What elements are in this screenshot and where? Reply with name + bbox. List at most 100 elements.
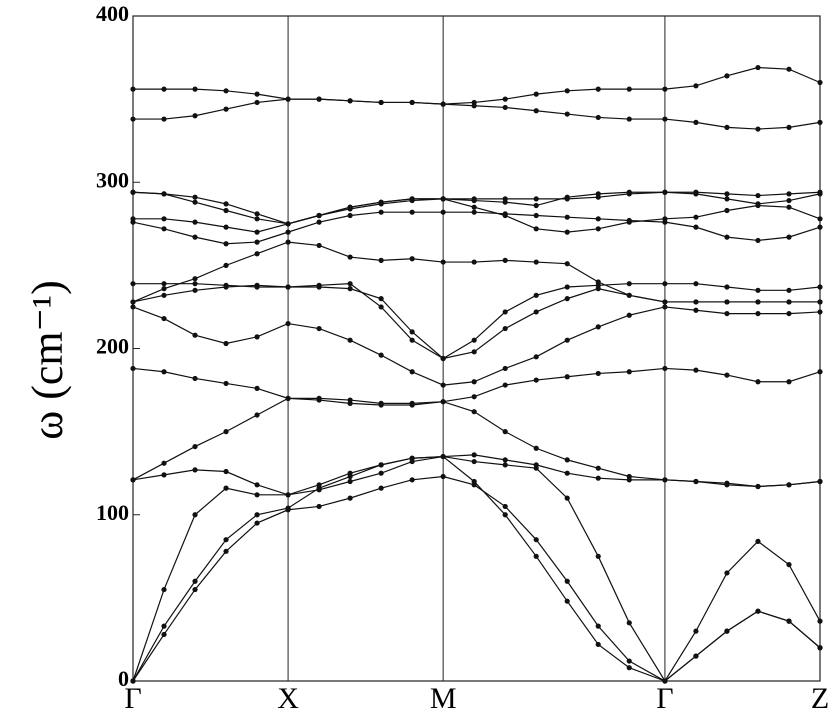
data-point xyxy=(693,628,699,634)
data-point xyxy=(533,309,539,315)
data-point xyxy=(347,212,353,219)
data-point xyxy=(409,256,415,262)
data-point xyxy=(502,257,508,263)
data-point xyxy=(786,124,792,130)
data-point xyxy=(409,400,415,406)
data-point xyxy=(662,281,668,287)
data-point xyxy=(130,116,136,122)
y-tick-label: 100 xyxy=(96,500,129,525)
data-point xyxy=(662,216,668,222)
data-point xyxy=(223,429,229,435)
data-point xyxy=(471,204,477,210)
data-point xyxy=(254,91,260,97)
data-point xyxy=(817,216,823,222)
x-tick-label: Γ xyxy=(124,682,141,715)
data-point xyxy=(130,365,136,372)
data-point xyxy=(440,209,446,215)
data-point xyxy=(192,467,198,473)
dispersion-branch xyxy=(133,198,821,233)
data-point xyxy=(223,537,229,543)
data-point xyxy=(786,299,792,305)
data-point xyxy=(564,88,570,94)
data-point xyxy=(223,485,229,491)
data-point xyxy=(502,104,508,111)
data-point xyxy=(693,281,699,287)
data-point xyxy=(662,189,668,195)
data-point xyxy=(533,202,539,209)
data-point xyxy=(755,201,761,207)
data-point xyxy=(254,239,260,245)
data-point xyxy=(724,234,730,240)
data-point xyxy=(285,96,291,102)
data-point xyxy=(502,382,508,388)
dispersion-branch xyxy=(132,475,821,682)
data-point xyxy=(254,211,260,217)
y-axis-label: ω (cm⁻¹) xyxy=(23,280,72,439)
data-point xyxy=(378,352,384,358)
data-point xyxy=(626,292,632,298)
data-point xyxy=(409,369,415,375)
data-point xyxy=(817,189,823,195)
data-point xyxy=(285,505,291,511)
data-point xyxy=(662,678,668,684)
data-point xyxy=(595,465,601,471)
data-point xyxy=(471,379,477,385)
data-point xyxy=(440,473,446,480)
data-point xyxy=(595,114,601,121)
data-point xyxy=(223,207,229,214)
data-point xyxy=(223,241,229,247)
data-point xyxy=(755,538,761,544)
data-point xyxy=(192,194,198,200)
data-point xyxy=(440,453,446,460)
data-point xyxy=(755,608,761,614)
data-point xyxy=(786,234,792,240)
data-point xyxy=(192,234,198,240)
data-point xyxy=(192,219,198,225)
data-point xyxy=(533,354,539,360)
data-point xyxy=(626,116,632,122)
data-point xyxy=(755,237,761,244)
data-point xyxy=(471,452,477,458)
data-point xyxy=(533,91,539,97)
data-point xyxy=(440,196,446,202)
data-point xyxy=(817,645,823,651)
data-point xyxy=(285,492,291,498)
data-point xyxy=(409,209,415,215)
data-point xyxy=(595,553,601,559)
data-point xyxy=(662,299,668,305)
data-point xyxy=(786,191,792,197)
data-point xyxy=(223,224,229,230)
data-point xyxy=(347,397,353,403)
data-point xyxy=(502,309,508,315)
data-point xyxy=(755,126,761,132)
data-point xyxy=(755,192,761,199)
dispersion-branch xyxy=(132,367,821,404)
data-point xyxy=(724,191,730,197)
data-point xyxy=(502,429,508,435)
data-point xyxy=(755,379,761,385)
data-point xyxy=(130,477,136,483)
data-point xyxy=(161,226,167,232)
data-point xyxy=(192,512,198,518)
data-point xyxy=(254,385,260,391)
data-point xyxy=(192,578,198,584)
data-point xyxy=(595,324,601,330)
data-point xyxy=(409,99,415,106)
data-point xyxy=(564,284,570,290)
data-point xyxy=(192,287,198,293)
data-point xyxy=(161,623,167,629)
data-point xyxy=(130,189,136,195)
data-point xyxy=(347,286,353,292)
data-point xyxy=(533,462,539,468)
data-point xyxy=(502,212,508,219)
data-point xyxy=(693,307,699,313)
data-point xyxy=(564,111,570,117)
data-point xyxy=(626,189,632,195)
data-point xyxy=(161,292,167,298)
data-point xyxy=(564,337,570,343)
data-point xyxy=(130,216,136,222)
data-point xyxy=(786,310,792,317)
data-point xyxy=(595,370,601,377)
data-point xyxy=(693,367,699,373)
data-point xyxy=(595,86,601,92)
